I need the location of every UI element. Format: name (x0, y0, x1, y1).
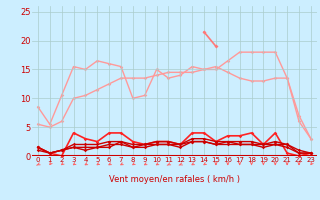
X-axis label: Vent moyen/en rafales ( km/h ): Vent moyen/en rafales ( km/h ) (109, 174, 240, 184)
